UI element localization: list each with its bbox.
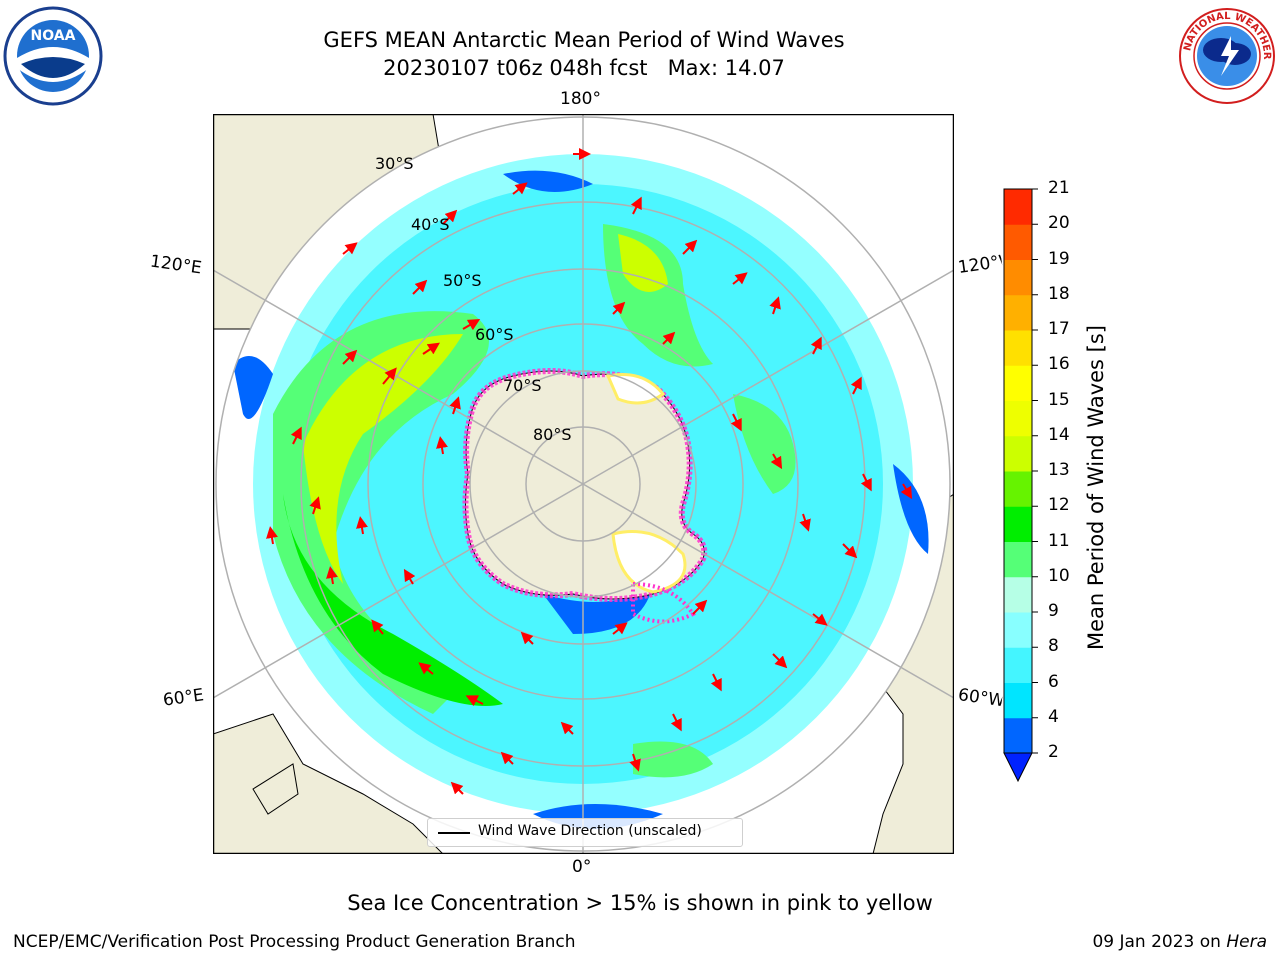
colorbar-swatch [1004,682,1032,719]
colorbar-tick-label: 17 [1048,319,1070,339]
colorbar-swatch [1004,541,1032,578]
colorbar-tick-label: 15 [1048,389,1070,410]
map-canvas: 30°S 40°S 50°S 60°S 70°S 80°S [212,113,955,855]
colorbar-swatch [1004,717,1032,754]
colorbar-swatch [1004,294,1032,331]
colorbar-tick-label: 4 [1048,706,1059,727]
colorbar-swatch [1004,576,1032,613]
lon-label-180: 180° [560,89,601,109]
lat-label-30s: 30°S [375,154,414,173]
lon-label-120e: 120°E [148,251,203,279]
polar-stereographic-map: 30°S 40°S 50°S 60°S 70°S 80°S [212,113,955,855]
lat-label-40s: 40°S [411,215,450,234]
credit-text: NCEP/EMC/Verification Post Processing Pr… [13,932,576,952]
colorbar-tick-label: 20 [1048,213,1070,234]
colorbar: 2 4 6 8 9 10 11 12 13 14 15 16 17 18 19 20 21 Mean Perio… [1000,178,1110,800]
colorbar-tick-label: 11 [1048,530,1070,551]
africa-land [213,713,444,854]
colorbar-tick-label: 12 [1048,495,1070,516]
date-text: 09 Jan 2023 on [1092,932,1221,952]
colorbar-swatches [1003,188,1038,783]
sea-ice-note: Sea Ice Concentration > 15% is shown in … [347,891,933,915]
lat-label-60s: 60°S [475,325,514,344]
colorbar-tick-label: 9 [1048,601,1059,621]
colorbar-tick-label: 14 [1048,424,1070,445]
colorbar-swatch [1004,612,1032,648]
host-text: Hera [1226,932,1267,952]
colorbar-tick-label: 13 [1048,460,1070,480]
colorbar-swatch [1004,224,1032,260]
lat-label-50s: 50°S [443,271,482,290]
lon-label-60w: 60°W [956,685,1004,711]
lon-label-0: 0° [572,857,592,877]
colorbar-title: Mean Period of Wind Waves [s] [1084,325,1108,650]
colorbar-tick-label: 6 [1048,671,1059,692]
legend-line-icon [438,832,470,834]
date-stamp: 09 Jan 2023 on Hera [1092,932,1267,952]
sea-ice-edge [462,368,708,602]
legend-label: Wind Wave Direction (unscaled) [478,823,702,839]
colorbar-tick-label: 21 [1048,178,1070,198]
colorbar-swatch [1004,506,1032,542]
lon-label-60e: 60°E [161,685,206,711]
colorbar-swatch [1004,647,1032,683]
colorbar-swatch [1004,365,1032,401]
lon-label-120w: 120°W [956,252,1004,278]
colorbar-tick-label: 2 [1048,742,1059,762]
colorbar-tick-label: 10 [1048,565,1070,586]
colorbar-tick-label: 8 [1048,636,1059,657]
colorbar-swatch [1004,400,1032,437]
lat-label-80s: 80°S [533,425,572,444]
colorbar-extend-triangle [1003,752,1033,783]
map-subtitle: 20230107 t06z 048h fcst Max: 14.07 [383,56,785,80]
map-title: GEFS MEAN Antarctic Mean Period of Wind … [323,28,845,52]
colorbar-swatch [1004,330,1032,366]
colorbar-tick-label: 16 [1048,354,1070,375]
colorbar-swatch [1004,259,1032,296]
lat-label-70s: 70°S [503,376,542,395]
nws-logo: NATIONAL WEATHER SERVICE [1173,0,1277,106]
colorbar-swatch [1004,189,1032,225]
colorbar-tick-label: 18 [1048,283,1070,304]
colorbar-tick-label: 19 [1048,248,1070,269]
colorbar-swatch [1004,471,1032,507]
colorbar-swatch [1004,435,1032,472]
noaa-logo: NOAA [3,6,103,106]
svg-text:NOAA: NOAA [31,28,76,44]
madagascar-land [252,763,299,815]
map-legend: Wind Wave Direction (unscaled) [427,818,743,847]
